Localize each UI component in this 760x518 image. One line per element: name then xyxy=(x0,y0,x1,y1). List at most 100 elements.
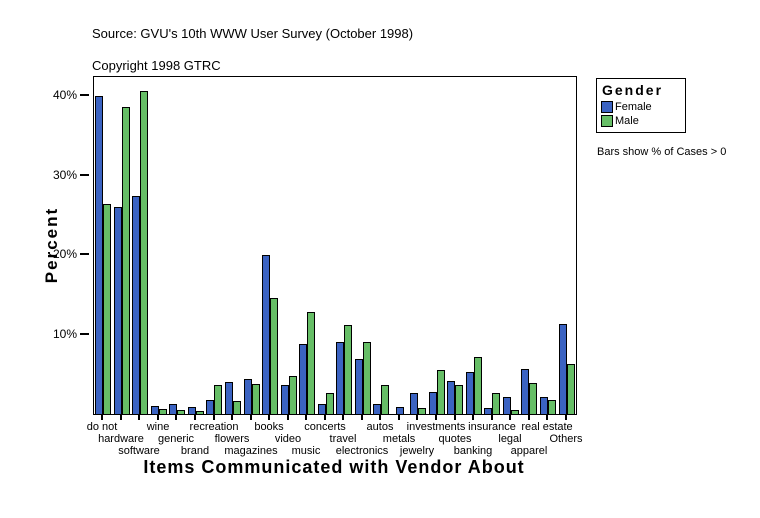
bar-group-autos xyxy=(372,77,391,414)
bar-female-recreation xyxy=(206,400,215,414)
x-label-insurance: insurance xyxy=(468,421,516,433)
bar-female-magazines xyxy=(243,379,252,414)
bar-group-others xyxy=(557,77,576,414)
bar-group-insurance xyxy=(483,77,502,414)
bar-male-electronics xyxy=(362,342,371,414)
bar-female-real-estate xyxy=(540,397,549,414)
bar-male-music xyxy=(307,312,316,414)
bar-male-travel xyxy=(344,325,353,414)
bar-female-concerts xyxy=(317,404,326,414)
legend-items: Female Male xyxy=(601,101,681,127)
bar-female-banking xyxy=(465,372,474,414)
legend-box: Gender Female Male xyxy=(596,78,686,133)
legend-item-male: Male xyxy=(601,115,681,127)
bar-male-generic xyxy=(177,410,186,414)
bar-group-wine xyxy=(150,77,169,414)
x-tick-software xyxy=(138,414,140,420)
bar-group-real-estate xyxy=(539,77,558,414)
bar-male-insurance xyxy=(492,393,501,414)
bar-female-insurance xyxy=(484,408,493,414)
bar-male-autos xyxy=(381,385,390,414)
bar-male-software xyxy=(140,91,149,414)
x-tick-banking xyxy=(472,414,474,420)
bar-female-metals xyxy=(395,407,404,414)
bar-group-video xyxy=(279,77,298,414)
x-tick-hardware xyxy=(120,414,122,420)
bar-male-do-not xyxy=(103,204,112,414)
legend-item-female: Female xyxy=(601,101,681,113)
x-label-recreation: recreation xyxy=(189,421,239,433)
x-tick-brand xyxy=(194,414,196,420)
x-label-quotes: quotes xyxy=(438,433,472,445)
copyright-caption: Copyright 1998 GTRC xyxy=(92,58,221,73)
plot-area xyxy=(93,76,577,415)
bar-male-recreation xyxy=(214,385,223,414)
x-tick-music xyxy=(305,414,307,420)
bar-female-investments xyxy=(428,392,437,414)
bar-female-others xyxy=(558,324,567,414)
x-tick-concerts xyxy=(324,414,326,420)
x-tick-generic xyxy=(175,414,177,420)
bar-female-travel xyxy=(336,342,345,414)
x-tick-video xyxy=(287,414,289,420)
legend-note: Bars show % of Cases > 0 xyxy=(597,146,727,158)
x-tick-books xyxy=(268,414,270,420)
bar-group-music xyxy=(298,77,317,414)
y-tick-label-10: 10% xyxy=(52,327,77,341)
bar-male-jewelry xyxy=(418,408,427,414)
bars-container xyxy=(94,77,576,414)
bar-female-apparel xyxy=(521,369,530,414)
x-tick-electronics xyxy=(361,414,363,420)
bar-male-others xyxy=(566,364,575,414)
bar-male-brand xyxy=(195,411,204,414)
bar-group-quotes xyxy=(446,77,465,414)
y-tick-30 xyxy=(80,174,89,176)
x-tick-others xyxy=(565,414,567,420)
bar-group-investments xyxy=(428,77,447,414)
x-label-concerts: concerts xyxy=(304,421,346,433)
bar-female-autos xyxy=(373,404,382,414)
bar-female-brand xyxy=(187,407,196,414)
x-label-wine: wine xyxy=(146,421,170,433)
bar-female-music xyxy=(299,344,308,414)
x-label-legal: legal xyxy=(498,433,522,445)
y-axis-title: Percent xyxy=(42,206,62,284)
bar-male-hardware xyxy=(121,107,130,414)
x-label-metals: metals xyxy=(382,433,416,445)
bar-male-real-estate xyxy=(548,400,557,414)
bar-female-legal xyxy=(502,397,511,414)
bar-female-software xyxy=(132,196,141,414)
legend-title: Gender xyxy=(602,82,664,98)
bar-group-do-not xyxy=(94,77,113,414)
bar-male-magazines xyxy=(251,384,260,414)
y-tick-20 xyxy=(80,253,89,255)
x-label-video: video xyxy=(274,433,302,445)
x-tick-investments xyxy=(435,414,437,420)
y-tick-label-40: 40% xyxy=(52,88,77,102)
x-label-magazines: magazines xyxy=(224,445,278,457)
bar-group-electronics xyxy=(353,77,372,414)
bar-female-hardware xyxy=(113,207,122,414)
x-label-electronics: electronics xyxy=(335,445,389,457)
y-tick-label-30: 30% xyxy=(52,168,77,182)
x-label-brand: brand xyxy=(180,445,210,457)
bar-group-apparel xyxy=(520,77,539,414)
x-tick-jewelry xyxy=(416,414,418,420)
x-label-hardware: hardware xyxy=(98,433,144,445)
bar-group-concerts xyxy=(316,77,335,414)
legend-swatch-male xyxy=(601,115,613,127)
bar-group-travel xyxy=(335,77,354,414)
y-tick-label-20: 20% xyxy=(52,247,77,261)
bar-female-electronics xyxy=(354,359,363,414)
x-label-music: music xyxy=(291,445,321,457)
bar-group-flowers xyxy=(224,77,243,414)
bar-group-jewelry xyxy=(409,77,428,414)
bar-group-banking xyxy=(465,77,484,414)
bar-male-wine xyxy=(158,409,167,414)
bar-group-software xyxy=(131,77,150,414)
bar-male-legal xyxy=(510,410,519,414)
bar-male-books xyxy=(270,298,279,414)
x-axis-title: Items Communicated with Vendor About xyxy=(143,457,525,477)
x-label-travel: travel xyxy=(329,433,357,445)
bar-group-magazines xyxy=(242,77,261,414)
